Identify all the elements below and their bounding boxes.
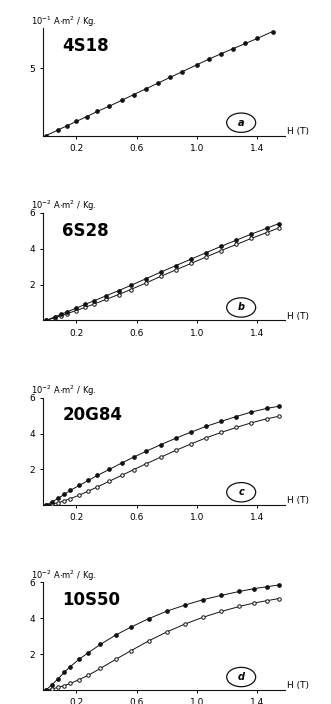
Text: 6S28: 6S28 (62, 222, 109, 239)
Text: $10^{-2}$ A$\cdot$m$^2$ / Kg.: $10^{-2}$ A$\cdot$m$^2$ / Kg. (31, 199, 97, 213)
Text: 4S18: 4S18 (62, 37, 109, 55)
Text: H (T): H (T) (287, 312, 309, 320)
Text: 10S50: 10S50 (62, 591, 120, 609)
Text: d: d (238, 672, 245, 682)
Text: c: c (238, 487, 244, 497)
Text: $10^{-2}$ A$\cdot$m$^2$ / Kg.: $10^{-2}$ A$\cdot$m$^2$ / Kg. (31, 384, 97, 398)
Text: b: b (238, 303, 245, 313)
Text: H (T): H (T) (287, 496, 309, 505)
Text: H (T): H (T) (287, 681, 309, 690)
Text: 20G84: 20G84 (62, 406, 122, 425)
Text: $10^{-2}$ A$\cdot$m$^2$ / Kg.: $10^{-2}$ A$\cdot$m$^2$ / Kg. (31, 569, 97, 583)
Text: H (T): H (T) (287, 127, 309, 136)
Text: $10^{-1}$ A$\cdot$m$^2$ / Kg.: $10^{-1}$ A$\cdot$m$^2$ / Kg. (31, 14, 97, 29)
Text: a: a (238, 118, 245, 127)
